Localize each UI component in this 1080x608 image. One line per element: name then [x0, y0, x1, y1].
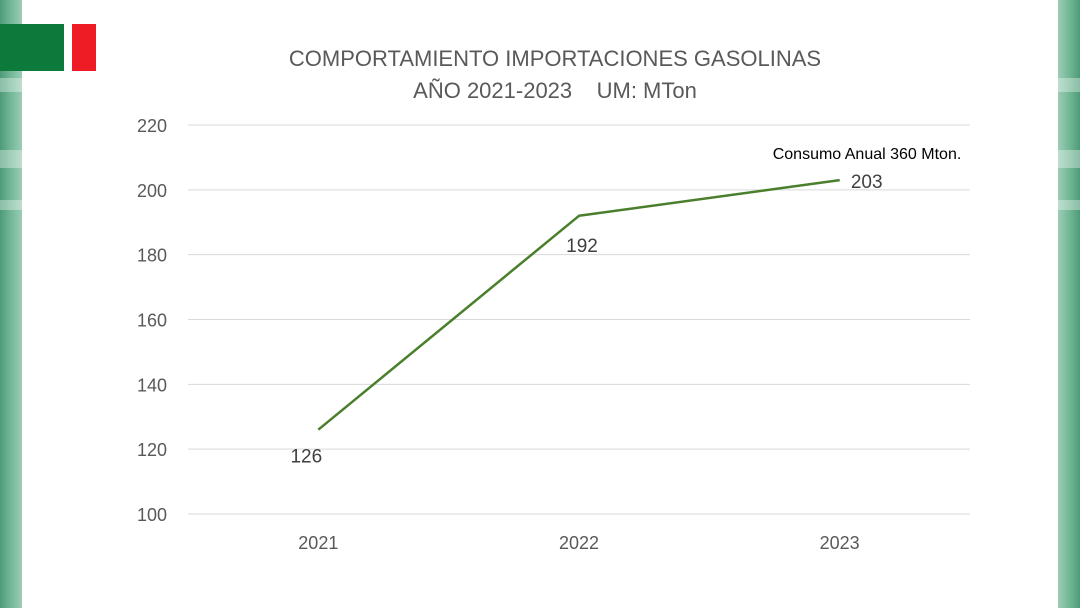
- y-tick-label: 160: [137, 311, 167, 331]
- y-tick-label: 140: [137, 375, 167, 395]
- x-axis-ticks: 2021 2022 2023: [298, 533, 859, 553]
- x-tick-label: 2023: [820, 533, 860, 553]
- flag-red-block: [72, 24, 96, 71]
- data-label-2022: 192: [566, 236, 598, 257]
- series-line: [317, 178, 840, 431]
- y-axis-ticks: 100 120 140 160 180 200 220: [137, 116, 167, 525]
- y-tick-label: 200: [137, 181, 167, 201]
- y-tick-label: 120: [137, 440, 167, 460]
- right-decorative-stripe: [1058, 0, 1080, 608]
- gridlines: [188, 124, 970, 515]
- x-tick-label: 2021: [298, 533, 338, 553]
- flag-white-block: [64, 24, 72, 71]
- series: [317, 178, 840, 431]
- flag-green-block: [0, 24, 64, 71]
- data-label-2023: 203: [851, 172, 883, 193]
- y-tick-label: 180: [137, 246, 167, 266]
- data-label-2021: 126: [290, 447, 322, 468]
- x-tick-label: 2022: [559, 533, 599, 553]
- y-tick-label: 100: [137, 505, 167, 525]
- left-decorative-stripe: [0, 0, 22, 608]
- annual-consumption-annotation: Consumo Anual 360 Mton.: [773, 146, 962, 163]
- y-tick-label: 220: [137, 116, 167, 136]
- data-labels: 126 192 203: [290, 172, 882, 468]
- chart-subtitle: AÑO 2021-2023 UM: MTon: [413, 78, 697, 103]
- chart-title: COMPORTAMIENTO IMPORTACIONES GASOLINAS: [289, 46, 821, 71]
